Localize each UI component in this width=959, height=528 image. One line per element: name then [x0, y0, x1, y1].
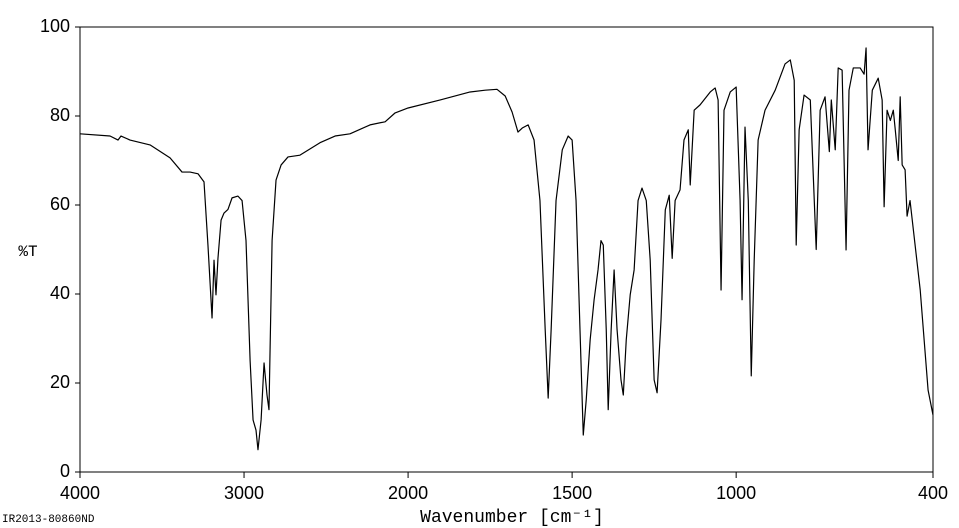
x-tick-label: 400 [918, 483, 948, 503]
x-tick-label: 1000 [716, 483, 756, 503]
spectrum-line [79, 47, 934, 451]
x-tick-label: 2000 [388, 483, 428, 503]
y-tick-label: 20 [50, 372, 70, 392]
y-tick-label: 100 [40, 16, 70, 36]
x-tick-label: 3000 [224, 483, 264, 503]
y-axis-label: %T [18, 243, 37, 261]
y-tick-label: 40 [50, 283, 70, 303]
x-axis-label: Wavenumber [cm⁻¹] [420, 508, 604, 528]
y-tick-label: 80 [50, 105, 70, 125]
y-tick-label: 0 [60, 461, 70, 481]
y-tick-label: 60 [50, 194, 70, 214]
footnote: IR2013-80860ND [2, 514, 95, 526]
x-tick-label: 1500 [552, 483, 592, 503]
plot-frame [79, 26, 934, 473]
x-tick-label: 4000 [60, 483, 100, 503]
